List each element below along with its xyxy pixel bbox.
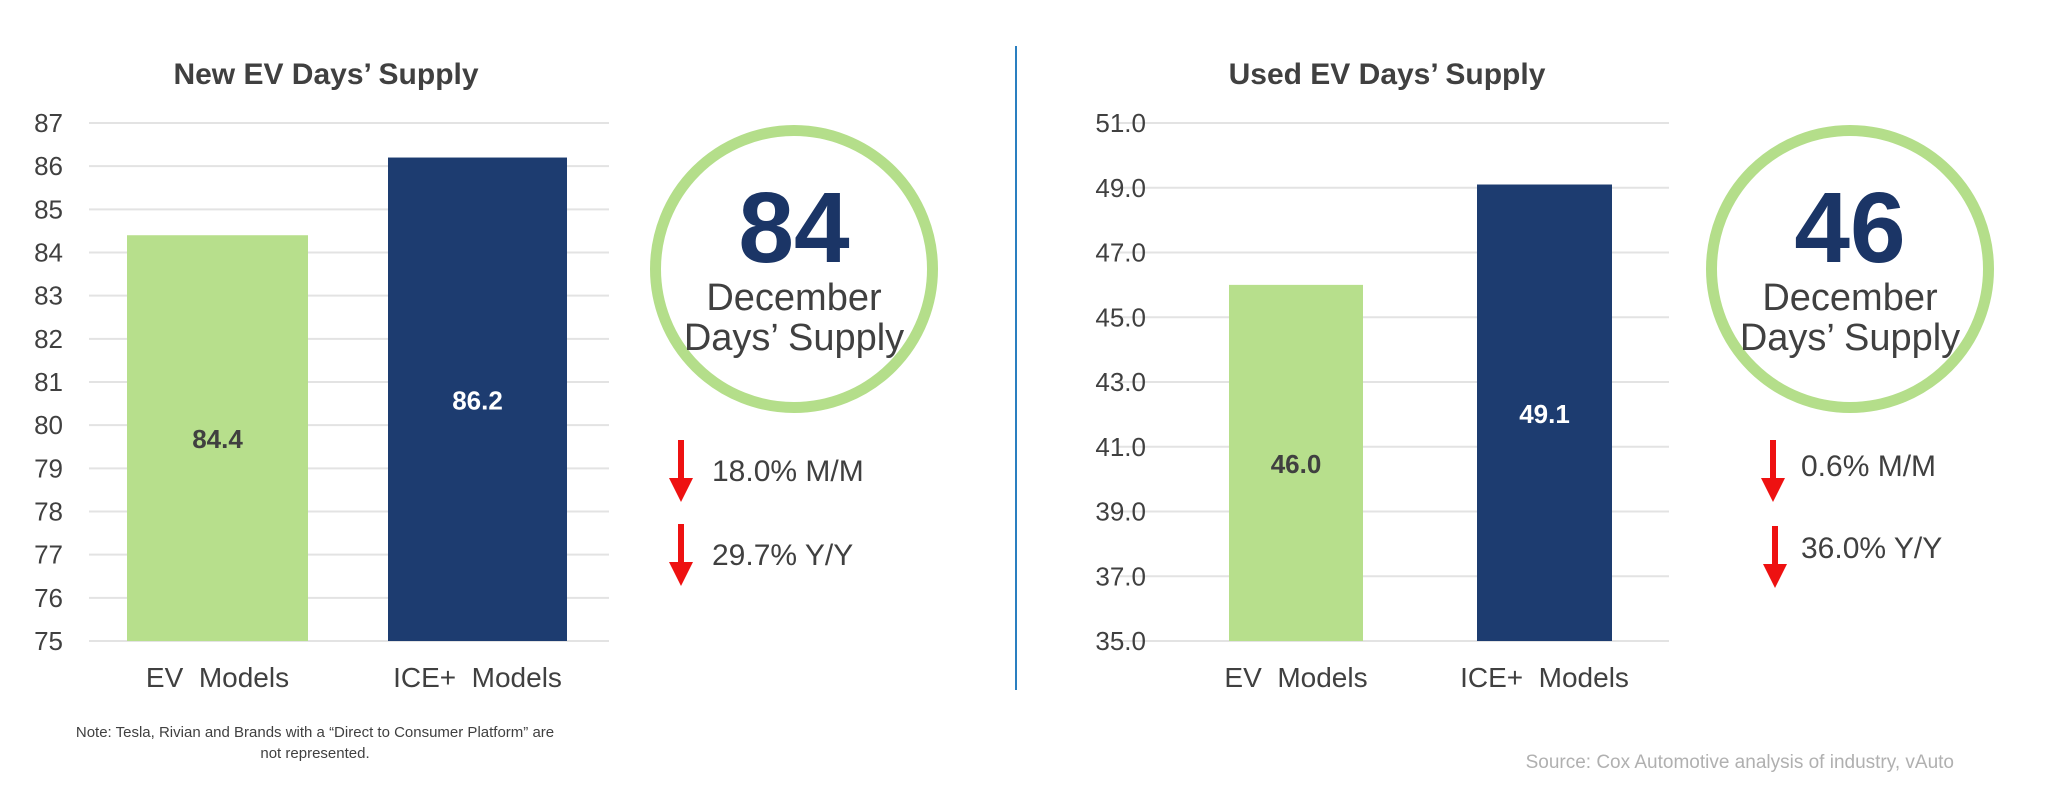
y-tick-label: 51.0: [1095, 108, 1146, 138]
new-chart-title: New EV Days’ Supply: [173, 58, 479, 91]
y-tick-label: 35.0: [1095, 626, 1146, 656]
source-note: Source: Cox Automotive analysis of indus…: [1525, 752, 1954, 773]
data-label: 86.2: [452, 385, 503, 415]
x-category-label: ICE+ Models: [1460, 662, 1629, 693]
x-category-label: EV Models: [1224, 662, 1367, 693]
x-category-label: EV Models: [146, 662, 289, 693]
data-label: 49.1: [1519, 399, 1570, 429]
new-kpi-value: 84: [738, 172, 850, 284]
y-tick-label: 82: [34, 324, 63, 354]
new-mm-change: 18.0% M/M: [712, 455, 864, 488]
new-ev-bar-chart: 75 76 77 78 79 80 81 82 83 84 85 86 87 84.4 EV Models 8…: [34, 108, 609, 693]
data-label: 84.4: [192, 424, 243, 454]
bar-ice: [1477, 184, 1612, 641]
used-kpi-label-1: December: [1762, 277, 1938, 319]
used-kpi-label-2: Days’ Supply: [1739, 317, 1961, 359]
y-tick-label: 83: [34, 281, 63, 311]
new-kpi-label-1: December: [706, 277, 882, 319]
y-tick-label: 47.0: [1095, 238, 1146, 268]
used-mm-change: 0.6% M/M: [1801, 450, 1937, 483]
y-tick-label: 85: [34, 194, 63, 224]
y-tick-label: 78: [34, 497, 63, 527]
y-tick-label: 87: [34, 108, 63, 138]
y-tick-label: 86: [34, 151, 63, 181]
arrow-down-icon: [669, 440, 693, 502]
y-tick-label: 49.0: [1095, 173, 1146, 203]
y-tick-label: 41.0: [1095, 432, 1146, 462]
bar-ice: [388, 157, 567, 642]
footnote: Note: Tesla, Rivian and Brands with a “D…: [75, 724, 555, 762]
y-tick-label: 39.0: [1095, 497, 1146, 527]
y-tick-label: 75: [34, 626, 63, 656]
new-yy-change: 29.7% Y/Y: [712, 539, 854, 572]
y-tick-label: 76: [34, 583, 63, 613]
arrow-down-icon: [1761, 440, 1785, 502]
used-kpi-value: 46: [1794, 172, 1906, 284]
new-kpi-circle: 84 December Days’ Supply: [650, 125, 938, 413]
x-category-label: ICE+ Models: [393, 662, 562, 693]
y-tick-label: 37.0: [1095, 561, 1146, 591]
bar-ev: [127, 235, 308, 641]
used-kpi-circle: 46 December Days’ Supply: [1706, 125, 1994, 413]
new-kpi-label-2: Days’ Supply: [683, 317, 905, 359]
panel-divider: [1015, 46, 1017, 690]
arrow-down-icon: [669, 524, 693, 586]
y-tick-label: 80: [34, 410, 63, 440]
y-tick-label: 81: [34, 367, 63, 397]
used-yy-change: 36.0% Y/Y: [1801, 532, 1943, 565]
y-tick-label: 79: [34, 453, 63, 483]
used-ev-bar-chart: 35.0 37.0 39.0 41.0 43.0 45.0 47.0 49.0 51.0 46.0…: [1095, 108, 1669, 693]
y-tick-label: 77: [34, 540, 63, 570]
arrow-down-icon: [1763, 526, 1787, 588]
y-tick-label: 45.0: [1095, 302, 1146, 332]
bar-ev: [1229, 284, 1363, 641]
y-tick-label: 84: [34, 238, 63, 268]
data-label: 46.0: [1271, 449, 1322, 479]
y-tick-label: 43.0: [1095, 367, 1146, 397]
used-chart-title: Used EV Days’ Supply: [1228, 58, 1546, 91]
